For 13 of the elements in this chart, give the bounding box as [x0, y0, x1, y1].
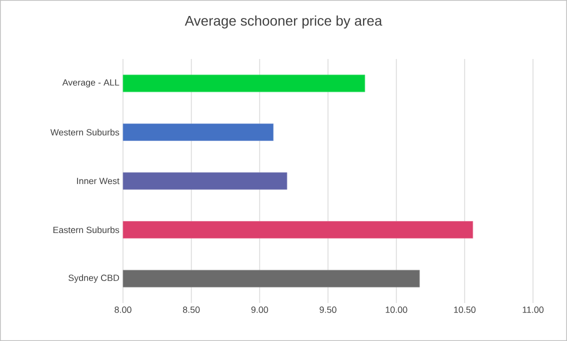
x-tick-label: 11.00: [522, 306, 544, 313]
y-tick-label: Sydney CBD: [68, 274, 120, 283]
x-tick-label: 8.50: [183, 306, 200, 313]
x-tick-label: 9.50: [320, 306, 336, 313]
chart-title: Average schooner price by area: [184, 15, 382, 28]
x-tick-label: 10.50: [454, 306, 476, 313]
y-tick-label: Inner West: [77, 178, 120, 184]
x-tick-label: 8.00: [114, 306, 132, 313]
x-tick-label: 10.00: [386, 306, 408, 313]
y-tick-label: Average - ALL: [62, 79, 120, 88]
y-tick-label: Eastern Suburbs: [53, 226, 120, 234]
y-tick-label: Western Suburbs: [50, 128, 120, 136]
x-tick-label: 9.00: [251, 306, 268, 313]
